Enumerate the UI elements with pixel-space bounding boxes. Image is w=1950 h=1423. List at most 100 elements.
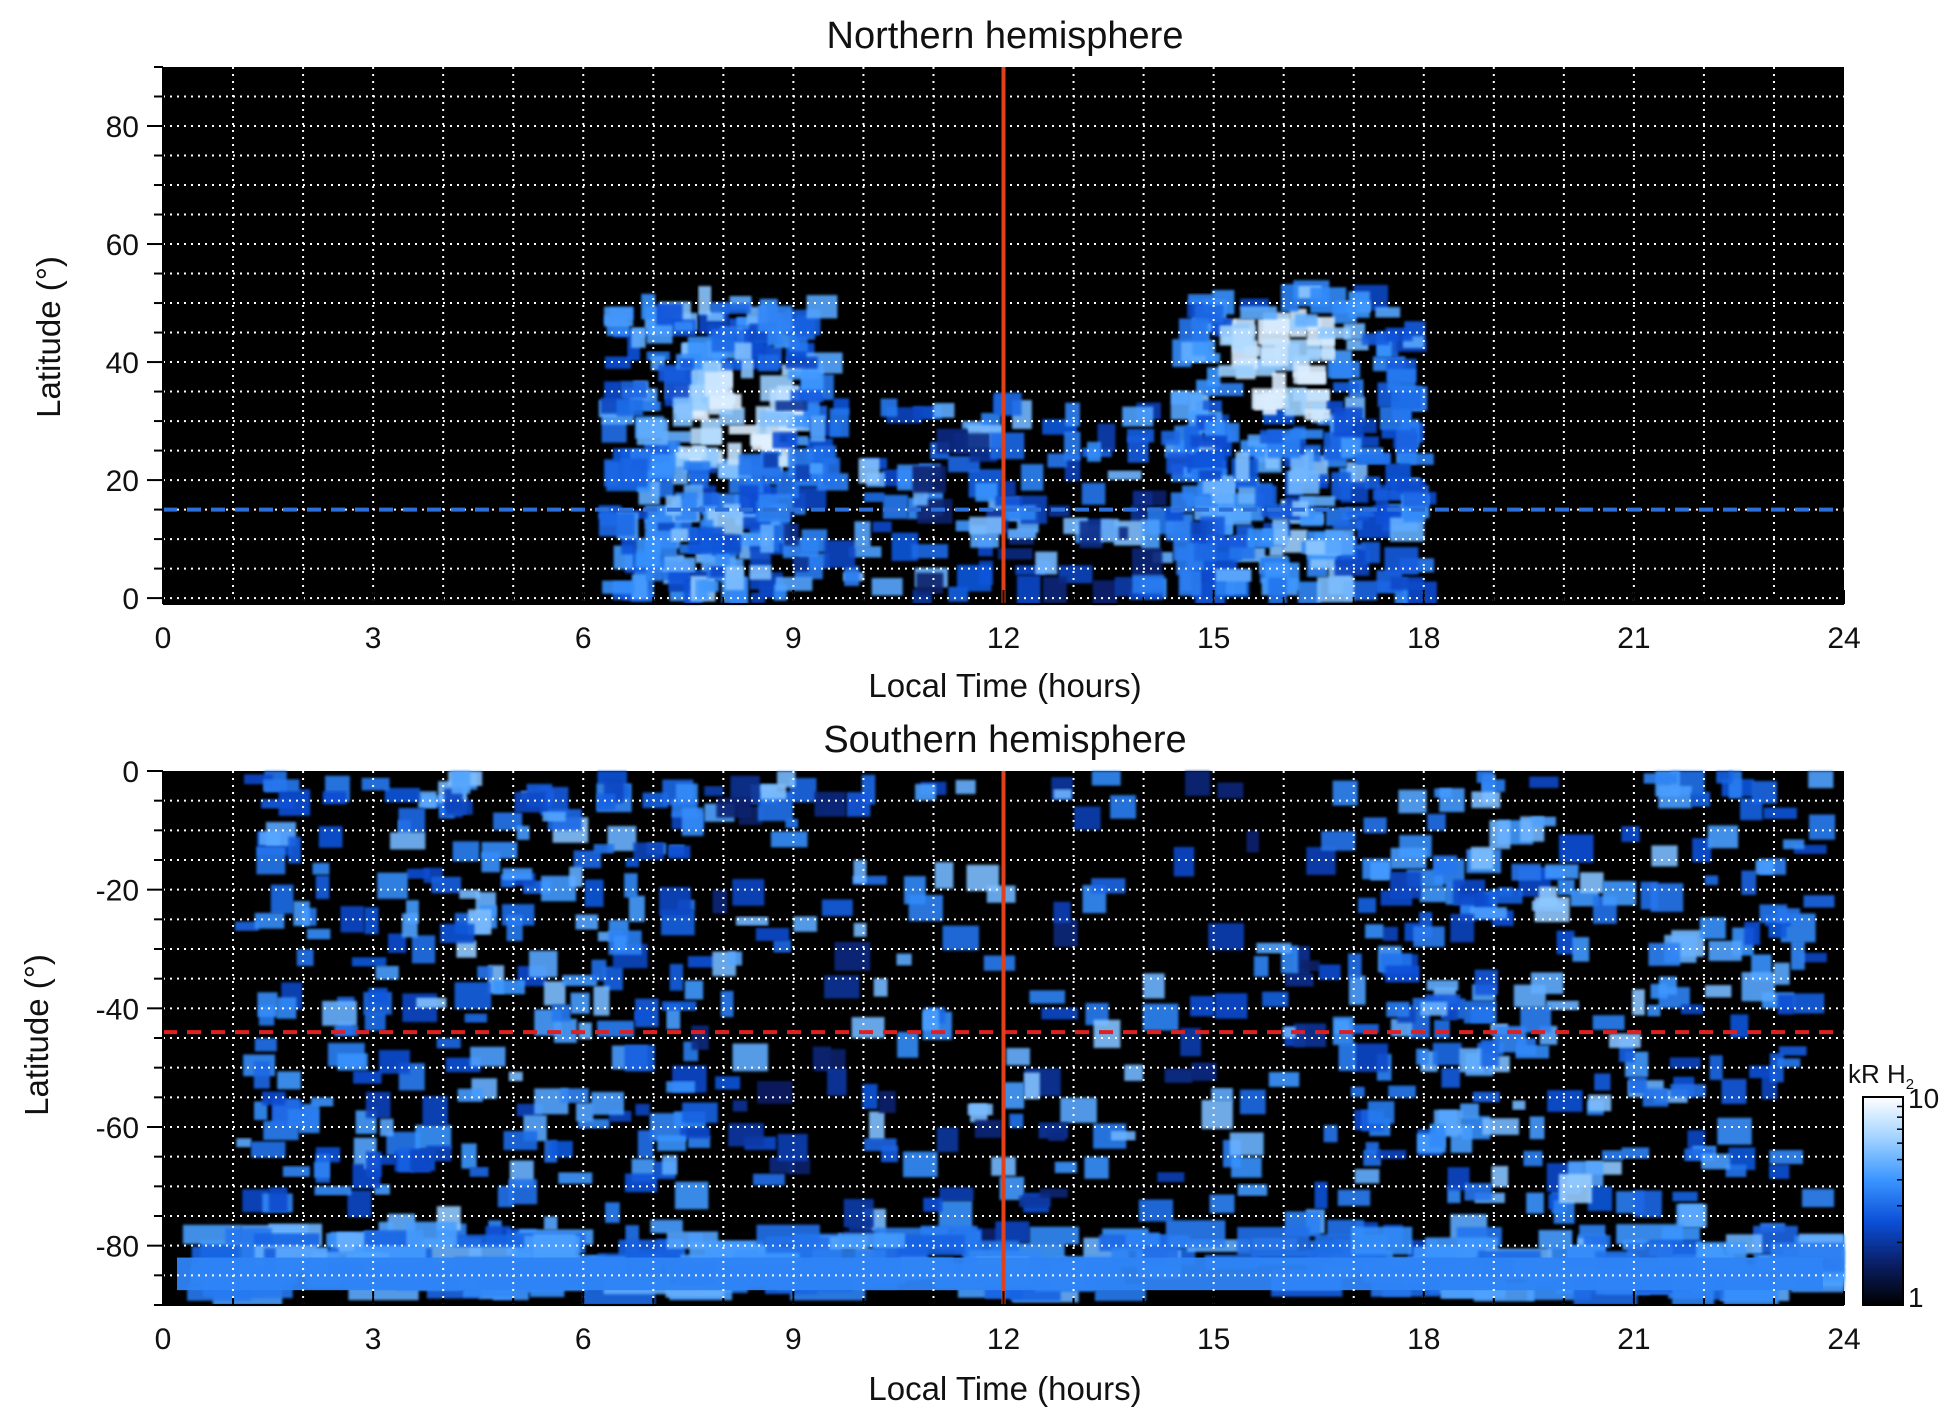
y-tick-label: -40 (96, 993, 139, 1026)
heatmap-cell-dusk (1272, 519, 1288, 546)
heatmap-cell-noon (795, 464, 811, 481)
heatmap-cell-noon (916, 572, 944, 594)
heatmap-cell-dusk (1609, 1033, 1641, 1048)
heatmap-cell-noon (1231, 1157, 1262, 1178)
x-tick-label: 0 (155, 622, 172, 655)
heatmap-cell-noon (1091, 878, 1126, 894)
heatmap-cell-dusk (1763, 807, 1797, 819)
heatmap-cell-noon (1007, 528, 1037, 539)
heatmap-cell-dusk (1432, 1042, 1462, 1066)
heatmap-cell-dusk (1740, 798, 1763, 821)
heatmap-cell-dawn (318, 826, 343, 848)
heatmap-cell-noon (763, 452, 779, 468)
heatmap-cell-dusk (1434, 1020, 1450, 1039)
heatmap-cell-dawn (410, 1149, 432, 1173)
heatmap-cell-dusk (1384, 547, 1419, 575)
heatmap-cell-dawn (631, 327, 646, 348)
heatmap-cell-noon (1180, 1027, 1201, 1057)
heatmap-cell-dawn (628, 895, 645, 922)
heatmap-cell-dawn (734, 342, 752, 361)
heatmap-cell-dawn (398, 808, 426, 833)
x-tick-label: 3 (365, 622, 382, 655)
heatmap-cell-dawn (306, 928, 331, 940)
heatmap-cell-dusk (1621, 826, 1640, 842)
heatmap-cell-dusk (1426, 980, 1459, 991)
heatmap-cell-dusk (1643, 773, 1678, 784)
heatmap-cell-dusk (1793, 844, 1827, 854)
heatmap-cell-noon (822, 457, 841, 486)
heatmap-cell-dawn (492, 980, 525, 995)
heatmap-cell-dusk (1357, 436, 1379, 448)
heatmap-cell-polar_band (1029, 1226, 1080, 1245)
heatmap-cell-noon (995, 1221, 1030, 1243)
heatmap-cell-dawn (543, 981, 566, 1006)
heatmap-cell-noon (1161, 430, 1180, 445)
heatmap-cell-noon (1092, 580, 1118, 604)
heatmap-cell-dawn (584, 879, 604, 907)
heatmap-cell-dusk (1310, 287, 1347, 314)
heatmap-cell-noon (1208, 923, 1244, 951)
heatmap-cell-dawn (688, 1135, 711, 1148)
heatmap-cell-dusk (1297, 365, 1326, 385)
heatmap-cell-dawn (710, 301, 729, 313)
heatmap-cell-dawn (777, 455, 796, 467)
heatmap-cell-dusk (1783, 839, 1805, 850)
heatmap-cell-noon (829, 408, 850, 438)
x-tick-label: 15 (1197, 622, 1230, 655)
heatmap-cell-noon (1006, 1048, 1030, 1066)
heatmap-cell-noon (844, 566, 860, 586)
heatmap-cell-dusk (1363, 1149, 1381, 1166)
heatmap-cell-dawn (763, 466, 781, 485)
heatmap-cell-dusk (1287, 471, 1320, 495)
heatmap-cell-dawn (660, 557, 696, 572)
heatmap-cell-noon (911, 544, 949, 559)
heatmap-cell-polar_band (253, 1233, 320, 1246)
heatmap-cell-dawn (604, 306, 634, 327)
heatmap-cell-noon (1029, 990, 1066, 1004)
heatmap-cell-dusk (1299, 496, 1336, 507)
heatmap-cell-dawn (282, 1166, 310, 1177)
heatmap-cell-noon (1129, 589, 1163, 600)
heatmap-cell-noon (1087, 441, 1101, 462)
heatmap-cell-noon (1306, 847, 1336, 875)
heatmap-cell-dusk (1491, 1166, 1509, 1187)
heatmap-cell-dusk (1741, 972, 1775, 1002)
heatmap-cell-dusk (1728, 1147, 1756, 1170)
heatmap-cell-dawn (270, 884, 294, 914)
heatmap-cell-noon (716, 797, 751, 818)
heatmap-cell-dawn (375, 965, 399, 980)
heatmap-cell-noon (732, 879, 765, 906)
heatmap-cell-dawn (254, 1038, 277, 1052)
heatmap-cell-dusk (1395, 427, 1417, 454)
heatmap-cell-dusk (1651, 845, 1678, 867)
heatmap-cell-dusk (1708, 940, 1742, 961)
heatmap-cell-dusk (1214, 569, 1252, 582)
heatmap-cell-dusk (1413, 926, 1445, 948)
heatmap-cell-dusk (1744, 921, 1761, 945)
heatmap-cell-dusk (1670, 1084, 1706, 1098)
x-tick-label: 18 (1407, 622, 1440, 655)
heatmap-cell-dawn (698, 286, 712, 315)
heatmap-cell-dawn (368, 987, 388, 1004)
heatmap-cell-dusk (1280, 284, 1299, 312)
heatmap-cell-polar_band (665, 1285, 725, 1298)
heatmap-cell-dusk (1372, 488, 1405, 501)
heatmap-cell-noon (1314, 1181, 1328, 1209)
y-tick-label: 40 (106, 347, 139, 380)
heatmap-cell-dusk (1648, 942, 1681, 966)
heatmap-cell-dusk (1333, 382, 1360, 393)
heatmap-cell-noon (773, 939, 791, 953)
heatmap-cell-dusk (1346, 462, 1368, 488)
heatmap-cell-noon (1064, 431, 1081, 461)
heatmap-cell-noon (784, 523, 799, 546)
heatmap-cell-noon (704, 786, 724, 796)
heatmap-cell-dusk (1345, 1024, 1379, 1034)
heatmap-cell-dawn (550, 1140, 573, 1158)
heatmap-cell-dusk (1247, 528, 1274, 548)
heatmap-cell-dawn (603, 966, 623, 991)
heatmap-cell-dusk (1547, 1090, 1583, 1112)
heatmap-cell-dusk (1459, 1048, 1484, 1073)
heatmap-cell-noon (1214, 993, 1248, 1019)
heatmap-cell-dusk (1621, 1147, 1650, 1159)
heatmap-cell-dawn (493, 812, 523, 831)
